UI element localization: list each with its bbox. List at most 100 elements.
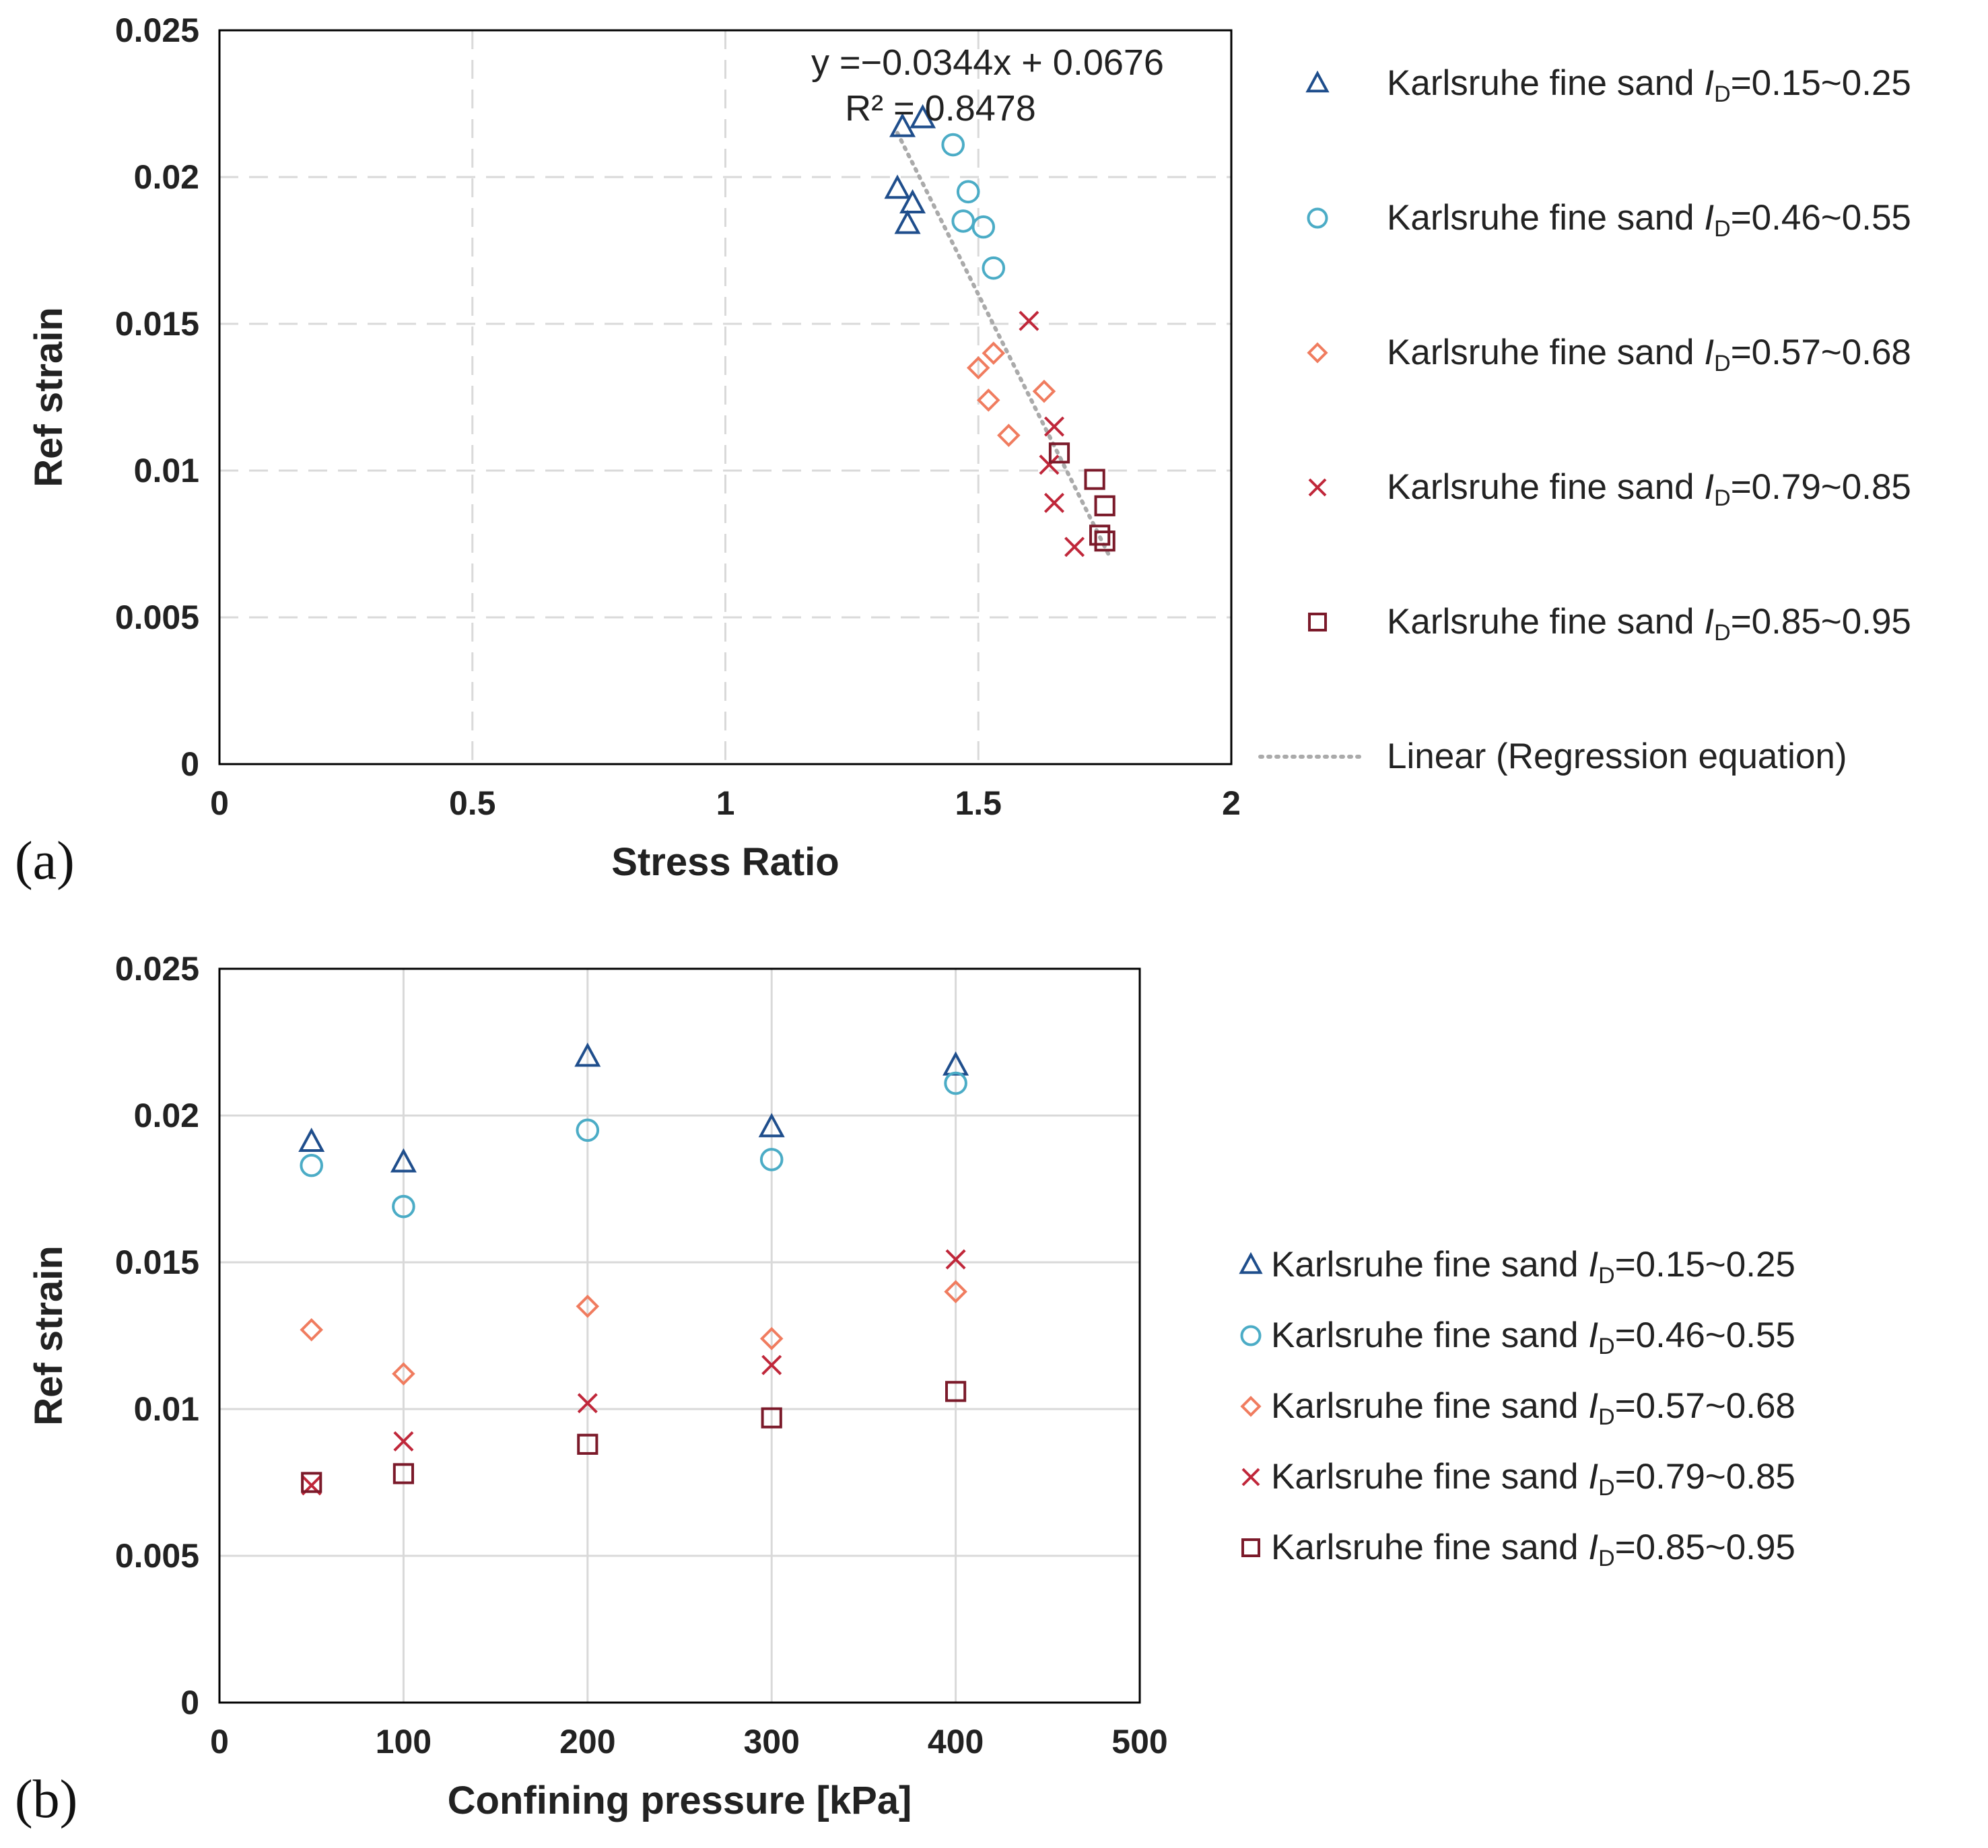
panel-b-chart: 0 100 200 300 400 500 0 0.005 0.01 0.015 0.02 0.025… (15, 950, 1795, 1829)
panel-a-r-squared: R² = 0.8478 (845, 88, 1036, 129)
data-point-series-3 (392, 1362, 415, 1385)
data-point-series-1 (574, 1042, 601, 1067)
data-point-series-5 (1094, 531, 1116, 552)
y-tick-label: 0.01 (134, 452, 199, 489)
y-tick-label: 0.01 (134, 1390, 199, 1428)
data-point-series-2 (759, 1148, 784, 1171)
legend-entry-series-3: Karlsruhe fine sand ID=0.57~0.68 (1387, 333, 1911, 376)
panel-a-plot-frame (218, 29, 1233, 765)
legend-marker-series-4 (1241, 1468, 1260, 1486)
data-point-series-2 (300, 1153, 324, 1177)
legend-entry-series-2: Karlsruhe fine sand ID=0.46~0.55 (1387, 198, 1911, 242)
y-tick-label: 0.005 (115, 1537, 199, 1575)
data-point-series-2 (951, 209, 975, 233)
legend-marker-series-5 (1241, 1538, 1260, 1557)
data-point-series-1 (390, 1148, 417, 1173)
legend-entry-series-1: Karlsruhe fine sand ID=0.15~0.25 (1387, 63, 1911, 107)
x-tick-label: 1.5 (955, 784, 1002, 822)
data-point-series-3 (1032, 380, 1056, 403)
x-tick-label: 0 (210, 784, 229, 822)
data-point-series-5 (1089, 524, 1111, 546)
data-point-series-5 (1048, 442, 1070, 464)
data-point-series-2 (392, 1194, 415, 1219)
data-point-series-4 (945, 1249, 966, 1270)
data-point-series-2 (956, 180, 980, 204)
y-tick-label: 0.015 (115, 305, 199, 343)
legend-marker-series-2 (1307, 207, 1328, 229)
legend-entry-series-5: Karlsruhe fine sand ID=0.85~0.95 (1387, 602, 1911, 646)
legend-marker-series-4 (1308, 478, 1327, 497)
legend-marker-series-5 (1308, 613, 1327, 631)
x-tick-label: 100 (376, 1723, 432, 1760)
legend-marker-series-3 (1240, 1396, 1262, 1417)
y-tick-label: 0.02 (134, 1097, 199, 1134)
y-tick-label: 0.015 (115, 1243, 199, 1281)
data-point-series-2 (576, 1118, 600, 1142)
panel-b-points (298, 1042, 969, 1496)
panel-a-trendline-group (895, 131, 1112, 559)
data-point-series-5 (1094, 495, 1116, 516)
data-point-series-5 (577, 1433, 598, 1455)
panel-a-tick-labels: 0 0.5 1 1.5 2 0 0.005 0.01 0.015 0.02 0.025 (115, 11, 1241, 822)
data-point-series-1 (889, 112, 916, 137)
panel-b-y-axis-title: Ref strain (27, 1245, 71, 1426)
y-tick-label: 0.025 (115, 950, 199, 988)
data-point-series-4 (1043, 416, 1064, 437)
data-point-series-3 (977, 388, 1000, 412)
legend-entry-series-5: Karlsruhe fine sand ID=0.85~0.95 (1271, 1528, 1795, 1571)
data-point-series-4 (393, 1431, 414, 1451)
panel-a-points (884, 104, 1116, 557)
legend-marker-series-3 (1307, 342, 1328, 364)
panel-b-tick-labels: 0 100 200 300 400 500 0 0.005 0.01 0.015 0.02 0.025 (115, 950, 1168, 1760)
data-point-series-4 (577, 1393, 598, 1414)
legend-entry-series-4: Karlsruhe fine sand ID=0.79~0.85 (1271, 1457, 1795, 1501)
legend-entry-series-3: Karlsruhe fine sand ID=0.57~0.68 (1271, 1386, 1795, 1430)
data-point-series-5 (945, 1381, 967, 1402)
data-point-series-3 (300, 1318, 323, 1342)
legend-entry-series-2: Karlsruhe fine sand ID=0.46~0.55 (1271, 1315, 1795, 1359)
data-point-series-4 (1019, 310, 1039, 331)
data-point-series-2 (982, 256, 1006, 280)
x-tick-label: 400 (928, 1723, 984, 1760)
data-point-series-4 (1043, 492, 1064, 513)
x-tick-label: 200 (559, 1723, 615, 1760)
panel-b-plot-frame (218, 967, 1141, 1704)
y-tick-label: 0.025 (115, 11, 199, 49)
data-point-series-1 (910, 104, 936, 129)
panel-a-gridlines (219, 30, 1231, 764)
x-tick-label: 500 (1111, 1723, 1167, 1760)
y-tick-label: 0.02 (134, 158, 199, 196)
legend-entry-series-4: Karlsruhe fine sand ID=0.79~0.85 (1387, 467, 1911, 511)
panel-a-y-axis-title: Ref strain (27, 307, 71, 487)
data-point-series-3 (576, 1295, 600, 1318)
panel-b-legend: Karlsruhe fine sand ID=0.15~0.25 Karlsruh… (1239, 1245, 1795, 1571)
data-point-series-1 (884, 174, 911, 199)
data-point-series-2 (941, 133, 965, 157)
data-point-series-1 (298, 1128, 325, 1152)
data-point-series-2 (944, 1071, 967, 1095)
y-tick-label: 0 (180, 745, 199, 783)
x-tick-label: 0 (210, 1723, 229, 1760)
panel-a-chart: 0 0.5 1 1.5 2 0 0.005 0.01 0.015 0.02 0.025 Stress… (15, 11, 1911, 891)
panel-a-regression-equation: y =−0.0344x + 0.0676 (811, 42, 1164, 83)
legend-marker-series-2 (1240, 1325, 1262, 1346)
data-point-series-1 (899, 189, 926, 213)
data-point-series-3 (944, 1280, 967, 1303)
legend-entry-trendline: Linear (Regression equation) (1387, 737, 1847, 776)
data-point-series-3 (966, 356, 990, 380)
panel-b-gridlines (219, 969, 1140, 1703)
x-tick-label: 1 (716, 784, 735, 822)
panel-a-label: (a) (15, 831, 75, 891)
data-point-series-4 (1064, 537, 1085, 557)
data-point-series-5 (301, 1472, 322, 1493)
data-point-series-1 (758, 1113, 785, 1138)
legend-marker-series-1 (1239, 1252, 1263, 1274)
x-tick-label: 300 (743, 1723, 799, 1760)
x-tick-label: 0.5 (449, 784, 496, 822)
data-point-series-3 (982, 341, 1006, 365)
data-point-series-5 (392, 1463, 414, 1484)
panel-b-label: (b) (15, 1770, 77, 1829)
data-point-series-3 (997, 423, 1021, 447)
x-tick-label: 2 (1222, 784, 1241, 822)
